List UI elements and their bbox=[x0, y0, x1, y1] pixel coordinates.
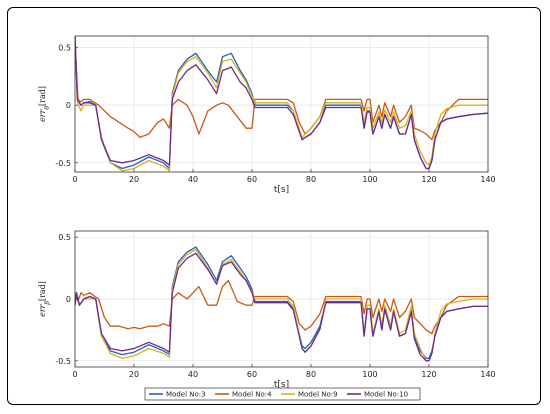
x-tick-label: 80 bbox=[306, 175, 316, 184]
series-line-model-no-4 bbox=[75, 41, 488, 141]
y-axis-label: errβ[rad] bbox=[38, 281, 51, 317]
y-tick-label: 0.5 bbox=[58, 233, 71, 242]
chart-panel-1: 0 20 40 60 80 100 120 140-0.500.5t[s]errθ[rad] bbox=[38, 35, 496, 195]
x-tick-label: 140 bbox=[480, 175, 495, 184]
legend-label-model-no-9: Model No:9 bbox=[298, 391, 338, 399]
x-tick-label: 60 bbox=[247, 175, 257, 184]
x-axis-label: t[s] bbox=[274, 185, 289, 195]
y-tick-label: 0 bbox=[66, 101, 71, 110]
x-tick-label: 20 bbox=[129, 370, 139, 379]
x-tick-label: 120 bbox=[421, 370, 436, 379]
x-tick-label: 140 bbox=[480, 370, 495, 379]
x-tick-label: 20 bbox=[129, 175, 139, 184]
series-line-model-no-4 bbox=[75, 279, 488, 335]
x-tick-label: 60 bbox=[247, 370, 257, 379]
x-tick-label: 80 bbox=[306, 370, 316, 379]
x-tick-label: 100 bbox=[362, 370, 377, 379]
x-axis-label: t[s] bbox=[274, 380, 289, 390]
axes-frame bbox=[74, 35, 489, 173]
series-line-model-no-10 bbox=[75, 252, 488, 362]
series-line-model-no-10 bbox=[75, 36, 488, 170]
series-line-model-no-9 bbox=[75, 36, 488, 172]
legend-label-model-no-4: Model No:4 bbox=[232, 391, 272, 399]
plot-area bbox=[75, 36, 488, 172]
y-tick-label: 0 bbox=[66, 295, 71, 304]
y-tick-label: 0.5 bbox=[58, 44, 71, 53]
chart-panel-2: 0 20 40 60 80 100 120 140-0.500.5t[s]errβ[rad] bbox=[38, 230, 496, 390]
x-tick-label: 100 bbox=[362, 175, 377, 184]
legend-label-model-no-10: Model No:10 bbox=[364, 391, 408, 399]
y-tick-label: -0.5 bbox=[55, 159, 71, 168]
x-tick-label: 120 bbox=[421, 175, 436, 184]
x-tick-label: 0 bbox=[72, 370, 77, 379]
legend-label-model-no-3: Model No:3 bbox=[166, 391, 206, 399]
x-tick-label: 40 bbox=[188, 370, 198, 379]
legend: Model No:3 Model No:4 Model No:9 Model No:1… bbox=[144, 387, 421, 401]
x-tick-label: 40 bbox=[188, 175, 198, 184]
x-tick-label: 0 bbox=[72, 175, 77, 184]
y-axis-label: errθ[rad] bbox=[38, 86, 51, 122]
y-tick-label: -0.5 bbox=[55, 357, 71, 366]
